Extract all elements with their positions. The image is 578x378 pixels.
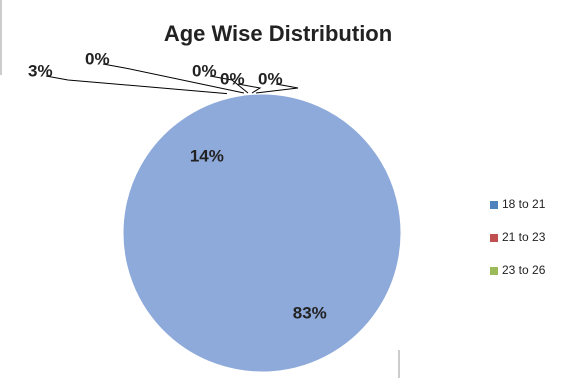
data-label: 0% — [220, 69, 245, 88]
leader-line — [102, 63, 245, 94]
legend-swatch — [490, 201, 498, 209]
leader-line — [209, 75, 249, 94]
data-label: 0% — [192, 61, 217, 80]
leader-line — [45, 75, 228, 95]
legend-swatch — [490, 234, 498, 242]
data-label: 3% — [28, 61, 53, 80]
legend-label: 23 to 26 — [502, 263, 546, 277]
pie-slice — [140, 96, 263, 234]
legend-label: 18 to 21 — [502, 197, 546, 211]
leader-line — [255, 83, 299, 94]
data-label: 83% — [293, 303, 327, 322]
pie-slice — [123, 94, 401, 372]
data-label: 14% — [190, 147, 224, 166]
data-label: 0% — [258, 69, 283, 88]
legend-label: 21 to 23 — [502, 230, 546, 244]
data-label: 0% — [85, 49, 110, 68]
chart-title: Age Wise Distribution — [164, 21, 392, 46]
legend-swatch — [490, 267, 498, 275]
leader-line — [237, 83, 262, 94]
